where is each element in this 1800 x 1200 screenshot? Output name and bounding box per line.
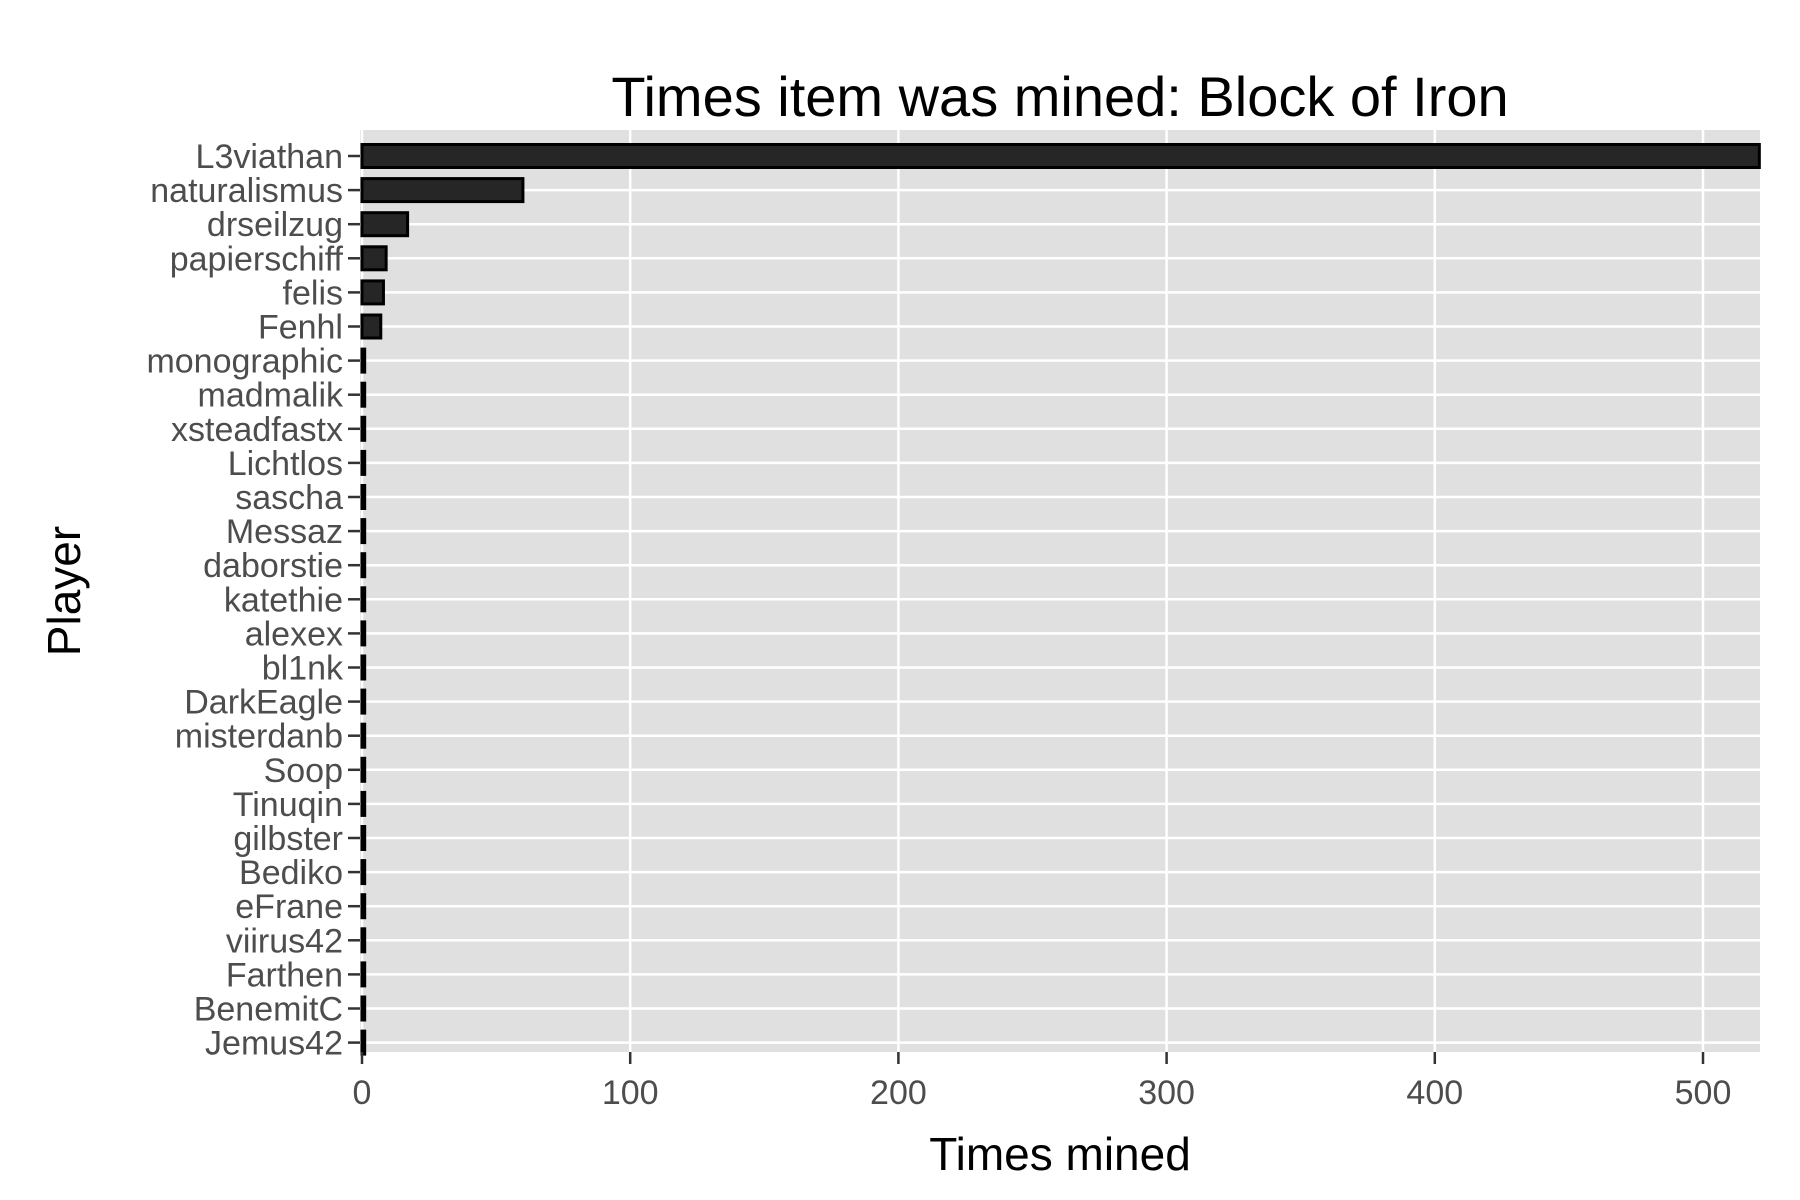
bar bbox=[360, 211, 410, 238]
y-axis: L3viathannaturalismusdrseilzugpapierschi… bbox=[146, 138, 360, 1063]
bar bbox=[360, 177, 525, 204]
bar bbox=[360, 756, 367, 783]
x-axis: 0 100 200 300 400 500 bbox=[353, 1052, 1732, 1112]
bar bbox=[360, 415, 367, 442]
bar bbox=[360, 927, 367, 954]
bar bbox=[360, 654, 367, 681]
bar bbox=[360, 381, 367, 408]
bar bbox=[360, 961, 367, 988]
y-axis-title: Player bbox=[38, 526, 90, 656]
x-tick-label: 400 bbox=[1406, 1074, 1463, 1112]
bar bbox=[360, 790, 367, 817]
y-tick-label: bl1nk bbox=[262, 650, 344, 688]
y-tick-label: misterdanb bbox=[175, 718, 343, 756]
bar-layer bbox=[360, 143, 1761, 1056]
grid-layer bbox=[360, 130, 1760, 1052]
y-tick-label: DarkEagle bbox=[184, 684, 343, 722]
y-tick-label: madmalik bbox=[198, 377, 344, 415]
y-tick-label: felis bbox=[283, 274, 343, 312]
y-tick-label: katethie bbox=[224, 581, 343, 619]
bar bbox=[360, 825, 367, 851]
plot-panel bbox=[360, 130, 1760, 1052]
bar bbox=[360, 893, 367, 920]
bar bbox=[360, 449, 367, 476]
x-tick-label: 0 bbox=[353, 1074, 372, 1112]
y-tick-label: Soop bbox=[264, 752, 343, 790]
y-tick-label: xsteadfastx bbox=[171, 411, 343, 449]
y-tick-label: Lichtlos bbox=[228, 445, 343, 483]
bar bbox=[360, 859, 367, 886]
y-tick-label: Farthen bbox=[226, 956, 343, 994]
y-tick-label: daborstie bbox=[203, 547, 343, 585]
y-tick-label: alexex bbox=[245, 615, 343, 653]
bar bbox=[360, 688, 367, 715]
y-tick-label: viirus42 bbox=[226, 922, 343, 960]
x-tick-label: 100 bbox=[602, 1074, 659, 1112]
chart-title: Times item was mined: Block of Iron bbox=[611, 65, 1508, 128]
bar bbox=[360, 143, 1761, 169]
bar bbox=[360, 347, 367, 374]
y-tick-label: monographic bbox=[146, 343, 343, 381]
bar bbox=[360, 995, 367, 1022]
bar bbox=[360, 722, 367, 749]
x-tick-label: 200 bbox=[870, 1074, 927, 1112]
y-tick-label: eFrane bbox=[235, 888, 343, 926]
x-axis-title: Times mined bbox=[929, 1128, 1191, 1180]
y-tick-label: Bediko bbox=[239, 854, 343, 892]
y-tick-label: Jemus42 bbox=[205, 1025, 343, 1063]
y-tick-label: L3viathan bbox=[196, 138, 343, 176]
y-tick-label: Fenhl bbox=[258, 309, 343, 347]
bar bbox=[360, 484, 367, 510]
bar bbox=[360, 586, 367, 613]
y-tick-label: papierschiff bbox=[170, 240, 344, 278]
y-tick-label: Tinuqin bbox=[233, 786, 343, 824]
y-tick-label: naturalismus bbox=[150, 172, 343, 210]
y-tick-label: sascha bbox=[235, 479, 343, 517]
bar bbox=[360, 552, 367, 579]
x-tick-label: 500 bbox=[1675, 1074, 1732, 1112]
bar bbox=[360, 245, 388, 272]
y-tick-label: drseilzug bbox=[207, 206, 343, 244]
y-tick-label: BenemitC bbox=[194, 991, 343, 1029]
bar bbox=[360, 313, 383, 340]
bar bbox=[360, 279, 385, 306]
bar bbox=[360, 1029, 367, 1056]
y-tick-label: gilbster bbox=[233, 820, 343, 858]
bar bbox=[360, 620, 367, 647]
y-tick-label: Messaz bbox=[226, 513, 343, 551]
bar bbox=[360, 518, 367, 545]
x-tick-label: 300 bbox=[1138, 1074, 1195, 1112]
